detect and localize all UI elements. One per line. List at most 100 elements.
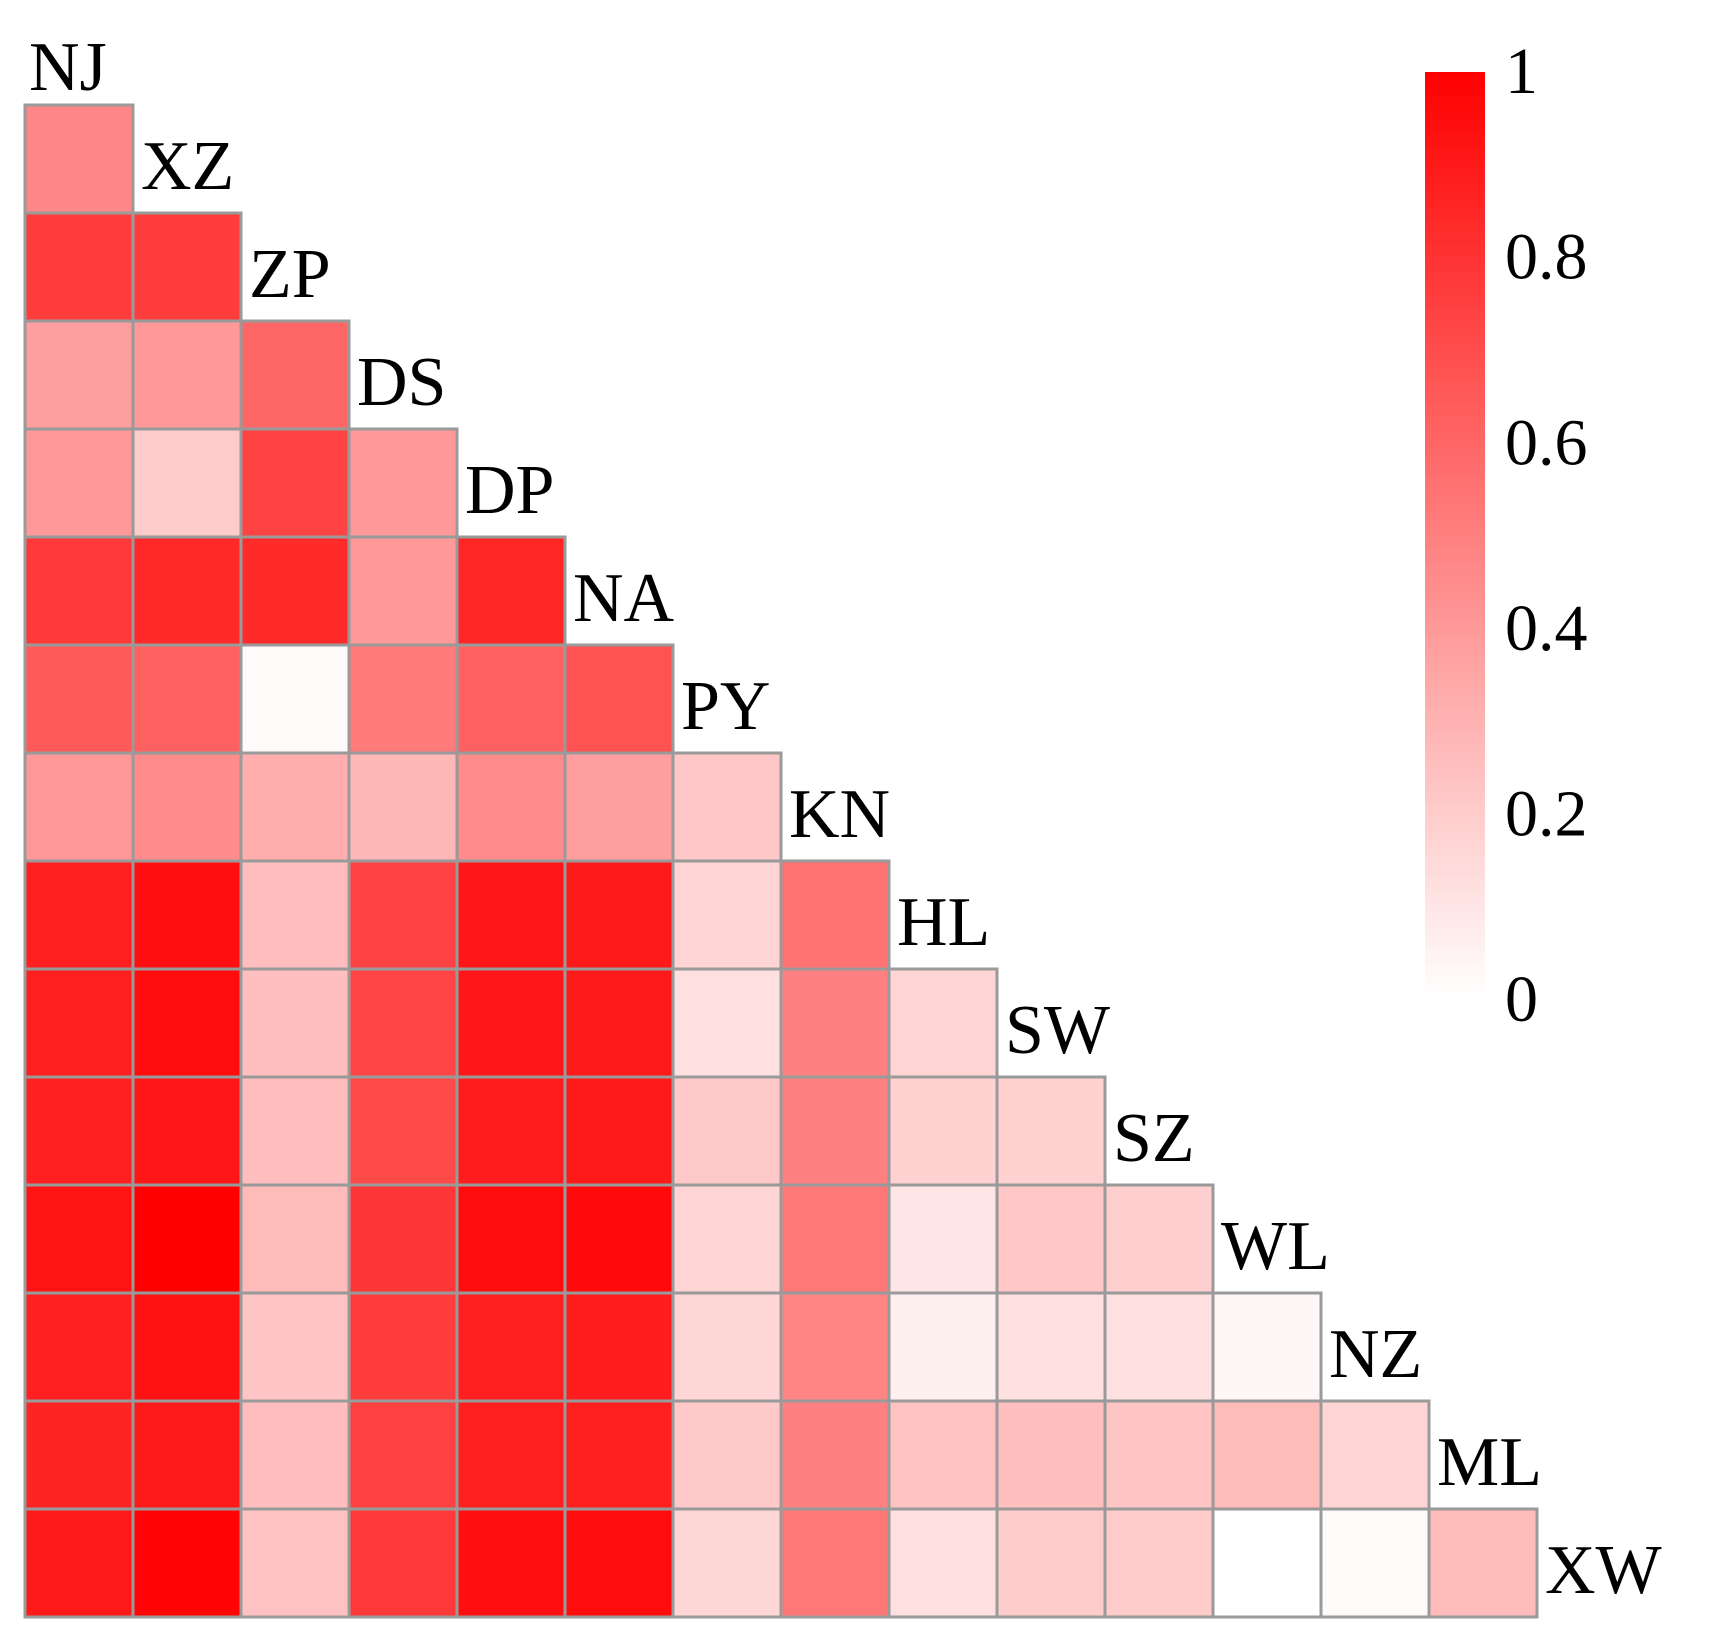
heatmap-cell-wl-hl — [887, 1183, 999, 1295]
colorbar-tick-0-8: 0.8 — [1505, 221, 1588, 294]
heatmap-cell-xw-py — [671, 1507, 783, 1619]
heatmap-cell-sw-ds — [347, 967, 459, 1079]
heatmap-cell-na-zp — [239, 535, 351, 647]
heatmap-cell-hl-na — [563, 859, 675, 971]
heatmap-cell-wl-sz — [1103, 1183, 1215, 1295]
heatmap-cell-sw-py — [671, 967, 783, 1079]
heatmap-cell-xw-sw — [995, 1507, 1107, 1619]
heatmap-cell-sz-kn — [779, 1075, 891, 1187]
heatmap-cell-sz-ds — [347, 1075, 459, 1187]
heatmap-cell-ml-xz — [131, 1399, 243, 1511]
heatmap-cell-xw-nj — [23, 1507, 135, 1619]
heatmap-cell-sw-na — [563, 967, 675, 1079]
variable-label-hl: HL — [897, 884, 990, 961]
heatmap-cell-xw-zp — [239, 1507, 351, 1619]
heatmap-cell-ml-nz — [1319, 1399, 1431, 1511]
variable-label-xz: XZ — [141, 128, 234, 205]
heatmap-cell-xw-hl — [887, 1507, 999, 1619]
heatmap-cell-ml-dp — [455, 1399, 567, 1511]
heatmap-cell-nz-kn — [779, 1291, 891, 1403]
heatmap-cell-dp-xz — [131, 427, 243, 539]
heatmap-cell-xw-ml — [1427, 1507, 1539, 1619]
heatmap-cell-sz-sw — [995, 1075, 1107, 1187]
heatmap-cell-zp-nj — [23, 211, 135, 323]
colorbar — [1425, 72, 1485, 1000]
heatmap-cell-wl-xz — [131, 1183, 243, 1295]
heatmap-cell-xw-dp — [455, 1507, 567, 1619]
heatmap-cell-sz-na — [563, 1075, 675, 1187]
heatmap-cell-xw-na — [563, 1507, 675, 1619]
heatmap-cell-kn-na — [563, 751, 675, 863]
heatmap-cell-ml-ds — [347, 1399, 459, 1511]
heatmap-cell-kn-xz — [131, 751, 243, 863]
heatmap-cell-py-xz — [131, 643, 243, 755]
heatmap-cell-py-zp — [239, 643, 351, 755]
heatmap-cell-sw-zp — [239, 967, 351, 1079]
variable-label-wl: WL — [1221, 1208, 1330, 1285]
heatmap-cell-sz-hl — [887, 1075, 999, 1187]
heatmap-cell-ml-sz — [1103, 1399, 1215, 1511]
colorbar-gradient — [1425, 72, 1485, 1000]
heatmap-cell-ml-zp — [239, 1399, 351, 1511]
variable-label-sw: SW — [1005, 992, 1110, 1069]
heatmap-cell-py-nj — [23, 643, 135, 755]
heatmap-cell-sz-zp — [239, 1075, 351, 1187]
heatmap-cell-na-ds — [347, 535, 459, 647]
heatmap-cell-nz-py — [671, 1291, 783, 1403]
colorbar-tick-1: 1 — [1505, 35, 1538, 108]
heatmap-cell-na-nj — [23, 535, 135, 647]
heatmap-cell-sz-xz — [131, 1075, 243, 1187]
heatmap-cell-nz-wl — [1211, 1291, 1323, 1403]
heatmap-cell-sw-kn — [779, 967, 891, 1079]
heatmap-cell-dp-nj — [23, 427, 135, 539]
variable-label-ds: DS — [357, 344, 446, 421]
heatmap-cell-dp-zp — [239, 427, 351, 539]
heatmap-cell-xz-nj — [23, 103, 135, 215]
colorbar-tick-0-4: 0.4 — [1505, 592, 1588, 665]
heatmap-cell-ml-kn — [779, 1399, 891, 1511]
variable-label-kn: KN — [789, 776, 890, 853]
heatmap-cell-nz-dp — [455, 1291, 567, 1403]
heatmap-cell-nz-nj — [23, 1291, 135, 1403]
heatmap-cell-hl-ds — [347, 859, 459, 971]
heatmap-cell-sz-nj — [23, 1075, 135, 1187]
heatmap-cell-nz-ds — [347, 1291, 459, 1403]
heatmap-cell-ds-nj — [23, 319, 135, 431]
heatmap-cell-py-na — [563, 643, 675, 755]
heatmap-cell-wl-py — [671, 1183, 783, 1295]
heatmap-cell-zp-xz — [131, 211, 243, 323]
heatmap-cell-hl-dp — [455, 859, 567, 971]
heatmap-cell-sz-py — [671, 1075, 783, 1187]
heatmap-cell-na-xz — [131, 535, 243, 647]
heatmap-cell-ml-hl — [887, 1399, 999, 1511]
heatmap-cell-dp-ds — [347, 427, 459, 539]
heatmap-cell-wl-ds — [347, 1183, 459, 1295]
heatmap-cell-xw-wl — [1211, 1507, 1323, 1619]
heatmap-cell-na-dp — [455, 535, 567, 647]
heatmap-cell-xw-ds — [347, 1507, 459, 1619]
heatmap-cell-nz-sz — [1103, 1291, 1215, 1403]
heatmap-cell-hl-xz — [131, 859, 243, 971]
colorbar-tick-0-6: 0.6 — [1505, 406, 1588, 479]
variable-label-na: NA — [573, 560, 675, 637]
heatmap-cell-kn-zp — [239, 751, 351, 863]
heatmap-cell-ds-xz — [131, 319, 243, 431]
heatmap-cell-kn-py — [671, 751, 783, 863]
variable-label-zp: ZP — [249, 236, 331, 313]
colorbar-tick-labels: 0 0.2 0.4 0.6 0.8 1 — [1505, 35, 1588, 1036]
heatmap-cell-wl-dp — [455, 1183, 567, 1295]
heatmap-cell-py-dp — [455, 643, 567, 755]
heatmap-cell-sz-dp — [455, 1075, 567, 1187]
variable-label-xw: XW — [1545, 1532, 1662, 1609]
heatmap-cell-nz-hl — [887, 1291, 999, 1403]
heatmap-cell-ml-na — [563, 1399, 675, 1511]
variable-label-sz: SZ — [1113, 1100, 1195, 1177]
heatmap-cell-wl-na — [563, 1183, 675, 1295]
heatmap-cell-xw-xz — [131, 1507, 243, 1619]
heatmap-cell-ml-sw — [995, 1399, 1107, 1511]
heatmap-cell-xw-sz — [1103, 1507, 1215, 1619]
heatmap-cell-kn-ds — [347, 751, 459, 863]
